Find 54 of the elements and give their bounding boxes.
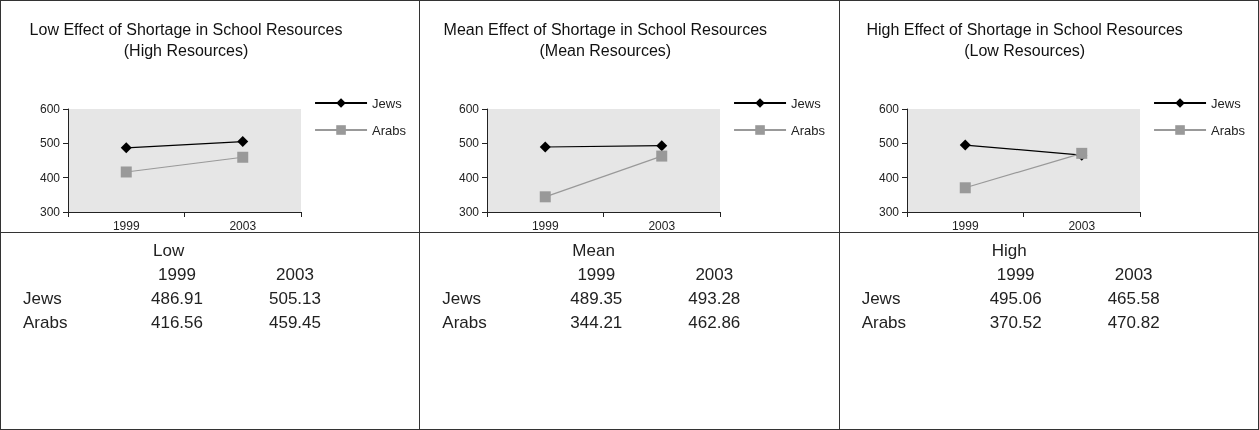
chart-title: High Effect of Shortage in School Resources (Low Resources) (865, 20, 1184, 61)
chart-title: Low Effect of Shortage in School Resources (High Resources) (28, 20, 344, 61)
text: Jews (23, 289, 62, 308)
x-tick-label: 1999 (532, 219, 560, 233)
data-label: 370.52 (988, 312, 1043, 334)
y-tick-label: 500 (459, 136, 480, 151)
x-tick-label: 2003 (229, 219, 257, 233)
text: Jews (442, 289, 482, 308)
category-label: 1999 (158, 265, 196, 284)
data-label: 505.13 (268, 288, 322, 310)
text: Jews (861, 289, 901, 308)
data-label: 416.56 (150, 312, 204, 334)
text: Arabs (23, 313, 68, 332)
category-label: 2003 (276, 265, 314, 284)
legend-label: Arabs (1210, 122, 1246, 138)
y-tick-label: 500 (878, 136, 899, 151)
y-tick-label: 600 (878, 102, 899, 116)
text: Mean (571, 240, 616, 262)
text: Arabs (442, 313, 487, 332)
x-tick-label: 1999 (951, 219, 979, 233)
data-label: 493.28 (687, 288, 742, 310)
category-label: 2003 (1114, 265, 1153, 284)
data-label: 459.45 (268, 312, 322, 334)
y-tick-label: 300 (878, 205, 899, 219)
category-label: 1999 (996, 265, 1035, 284)
text: High (990, 240, 1028, 262)
y-tick-label: 500 (39, 136, 61, 151)
data-label: 495.06 (988, 288, 1043, 310)
legend-label: Arabs (372, 122, 407, 138)
data-label: 344.21 (569, 312, 624, 334)
category-label: 1999 (577, 265, 616, 284)
y-tick-label: 600 (459, 102, 480, 116)
text: Low (152, 240, 186, 262)
data-label: 486.91 (150, 288, 204, 310)
data-label: 489.35 (569, 288, 624, 310)
data-label: 470.82 (1106, 312, 1161, 334)
chart-title: Mean Effect of Shortage in School Resources (Mean Resources) (442, 20, 769, 61)
y-tick-label: 300 (39, 205, 61, 219)
y-tick-label: 400 (878, 170, 899, 185)
legend-label: Jews (1210, 95, 1241, 111)
x-tick-label: 1999 (112, 219, 140, 233)
text: Arabs (861, 313, 907, 332)
category-label: 2003 (695, 265, 734, 284)
data-label: 462.86 (687, 312, 742, 334)
legend-label: Jews (791, 95, 822, 111)
y-tick-label: 300 (459, 205, 480, 219)
x-tick-label: 2003 (1068, 219, 1096, 233)
data-label: 465.58 (1106, 288, 1161, 310)
legend-label: Arabs (791, 122, 826, 138)
legend-label: Jews (372, 95, 403, 111)
y-tick-label: 600 (39, 102, 61, 116)
y-tick-label: 400 (459, 170, 480, 185)
y-tick-label: 400 (39, 170, 61, 185)
x-tick-label: 2003 (648, 219, 676, 233)
